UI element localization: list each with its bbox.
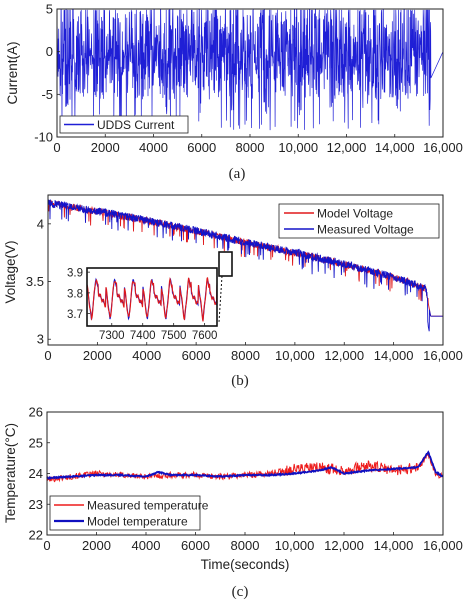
legend-label-measured-voltage: Measured Voltage: [317, 223, 414, 237]
panel-c-x-tick-label: 0: [43, 538, 50, 553]
panel-b-y-ticks: 43.53: [26, 216, 51, 347]
series-line-measured-voltage: [47, 199, 443, 332]
panel-a-x-tick-label: 12,000: [327, 140, 367, 155]
panel-c-y-tick-label: 25: [29, 435, 43, 450]
panel-c-x-tick-label: 8000: [231, 538, 260, 553]
panel-b-voltage-chart: 0 2000 4000 6000 8000 10,000 12,000 14,000 16,00…: [3, 194, 463, 389]
panel-c-y-tick-label: 24: [29, 466, 43, 481]
series-line-measured-temperature: [46, 451, 443, 483]
panel-b-y-tick-label: 4: [37, 216, 44, 231]
series-line-udds-current: [56, 9, 444, 131]
inset-y-tick-label: 3.8: [67, 288, 83, 300]
zoom-region-marker: [218, 251, 233, 277]
inset-x-ticks: 7300 7400 7500 7600: [99, 323, 217, 342]
panel-a-x-tick-label: 16,000: [423, 140, 463, 155]
inset-frame: [86, 267, 218, 327]
panel-c-x-tick-label: 16,000: [423, 538, 463, 553]
panel-b-x-tick-label: 0: [44, 348, 51, 363]
inset-x-tick-label: 7500: [161, 330, 187, 342]
panel-a-x-ticks: 0 2000 4000 6000 8000 10,000 12,000 14,000 16,00…: [53, 134, 463, 155]
inset-x-tick-label: 7400: [130, 330, 156, 342]
panel-a-label: (a): [229, 166, 246, 182]
panel-c-x-tick-label: 4000: [132, 538, 161, 553]
panel-b-x-tick-label: 12,000: [324, 348, 364, 363]
panel-b-x-ticks: 0 2000 4000 6000 8000 10,000 12,000 14,000 16,00…: [44, 342, 463, 363]
legend-label-model-voltage: Model Voltage: [317, 207, 393, 221]
inset-plot-layer: [86, 276, 218, 322]
panel-c-y-tick-label: 26: [29, 405, 43, 420]
panel-c-plot-layer: [46, 450, 444, 483]
inset-x-tick-label: 7600: [192, 330, 218, 342]
panel-c-y-axis-label: Temperature(°C): [3, 423, 18, 523]
panel-b-x-tick-label: 8000: [231, 348, 260, 363]
panel-b-plot-layer: [47, 199, 443, 332]
panel-a-y-tick-label: 5: [46, 2, 53, 17]
inset-background: [87, 268, 217, 326]
panel-a-plot-layer: [56, 9, 444, 131]
inset-x-tick-label: 7300: [99, 330, 125, 342]
panel-c-x-tick-label: 12,000: [324, 538, 364, 553]
panel-a-y-tick-label: -5: [41, 87, 53, 102]
panel-c-y-ticks: 26 25 24 23 22: [29, 405, 50, 543]
voltage-zoom-inset: 7300 7400 7500 7600 3.9 3.8 3.7: [67, 267, 218, 342]
panel-a-x-tick-label: 10,000: [278, 140, 318, 155]
inset-y-ticks: 3.9 3.8 3.7: [67, 268, 90, 321]
panel-b-y-tick-label: 3: [37, 332, 44, 347]
panel-a-x-tick-label: 2000: [91, 140, 120, 155]
panel-b-label: (b): [231, 373, 249, 389]
panel-a-x-tick-label: 6000: [187, 140, 216, 155]
zoom-connector-line: [218, 275, 223, 323]
panel-c-legend: Measured temperature Model temperature: [49, 495, 209, 531]
panel-c-x-tick-label: 14,000: [374, 538, 414, 553]
panel-c-y-tick-label: 23: [29, 497, 43, 512]
inset-line-model-voltage: [86, 276, 218, 322]
panel-b-legend: Model Voltage Measured Voltage: [278, 203, 440, 239]
panel-a-y-tick-label: 0: [46, 44, 53, 59]
panel-c-legend-box: [49, 495, 201, 531]
panel-b-legend-box: [278, 203, 440, 239]
panel-a-y-ticks: 5 0 -5 -10: [34, 2, 60, 145]
panel-a-legend-box: [59, 115, 189, 134]
inset-y-tick-label: 3.9: [67, 268, 83, 280]
panel-a-x-tick-label: 4000: [139, 140, 168, 155]
panel-a-current-chart: 0 2000 4000 6000 8000 10,000 12,000 14,000 16,00…: [5, 2, 463, 183]
panel-c-x-ticks: 0 2000 4000 6000 8000 10,000 12,000 14,000 16,00…: [43, 532, 463, 553]
panel-c-x-tick-label: 6000: [181, 538, 210, 553]
panel-c-x-axis-label: Time(seconds): [201, 557, 290, 572]
panel-c-y-tick-label: 22: [29, 528, 43, 543]
panel-b-x-tick-label: 2000: [83, 348, 112, 363]
panel-a-y-tick-label: -10: [34, 130, 53, 145]
panel-a-x-tick-label: 0: [53, 140, 60, 155]
panel-c-x-tick-label: 2000: [82, 538, 111, 553]
panel-b-x-tick-label: 6000: [182, 348, 211, 363]
panel-c-x-tick-label: 10,000: [275, 538, 315, 553]
panel-a-y-axis-label: Current(A): [5, 41, 20, 104]
panel-b-x-tick-label: 16,000: [423, 348, 463, 363]
panel-a-legend: UDDS Current: [59, 115, 189, 134]
panel-b-x-tick-label: 10,000: [275, 348, 315, 363]
legend-label-udds-current: UDDS Current: [97, 118, 175, 132]
panel-b-x-tick-label: 14,000: [374, 348, 414, 363]
legend-label-model-temperature: Model temperature: [87, 515, 188, 529]
panel-b-y-axis-label: Voltage(V): [3, 240, 18, 303]
panel-b-y-tick-label: 3.5: [26, 274, 44, 289]
panel-c-temperature-chart: 0 2000 4000 6000 8000 10,000 12,000 14,000 16,00…: [3, 405, 463, 601]
inset-y-tick-label: 3.7: [67, 309, 83, 321]
panel-c-label: (c): [232, 584, 249, 600]
panel-a-x-tick-label: 14,000: [375, 140, 415, 155]
series-line-model-temperature: [46, 450, 444, 480]
panel-a-x-tick-label: 8000: [236, 140, 265, 155]
legend-label-measured-temperature: Measured temperature: [87, 499, 209, 513]
panel-b-x-tick-label: 4000: [132, 348, 161, 363]
